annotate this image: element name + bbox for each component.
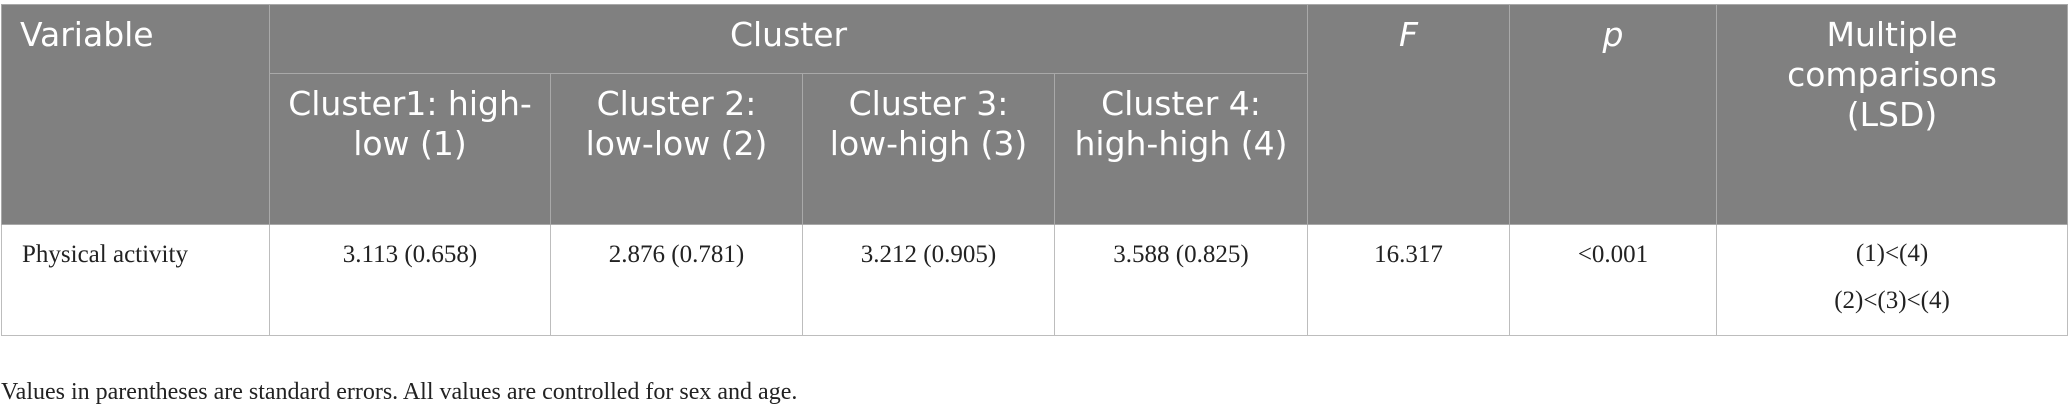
footnote: Values in parentheses are standard error… <box>1 379 798 405</box>
comparison: (2)<(3)<(4) <box>1834 287 1950 314</box>
cell: 3.113 (0.658) <box>269 224 551 336</box>
header-cell: Cluster <box>268 4 1309 74</box>
cell: 2.876 (0.781) <box>550 224 803 336</box>
header-cell: Variable <box>1 4 270 225</box>
header-cell: Multiple comparisons (LSD) <box>1716 4 2068 225</box>
cell: <0.001 <box>1509 224 1718 336</box>
results-table: Variable Cluster F p Multiple comparison… <box>1 4 2068 336</box>
header-cell: Cluster1: high-low (1) <box>269 73 551 225</box>
header-cell: Cluster 2: low-low (2) <box>550 73 803 225</box>
cell: (1)<(4) (2)<(3)<(4) <box>1716 224 2068 336</box>
header-cell: F <box>1307 4 1511 225</box>
header-cell: Cluster 4: high-high (4) <box>1053 73 1309 225</box>
header-cell: Cluster 3: low-high (3) <box>802 73 1055 225</box>
cell: Physical activity <box>1 224 270 336</box>
cell: 3.212 (0.905) <box>802 224 1055 336</box>
cell: 3.588 (0.825) <box>1053 224 1309 336</box>
cell: 16.317 <box>1307 224 1511 336</box>
comparison: (1)<(4) <box>1855 240 1929 267</box>
header-cell: p <box>1509 4 1718 225</box>
